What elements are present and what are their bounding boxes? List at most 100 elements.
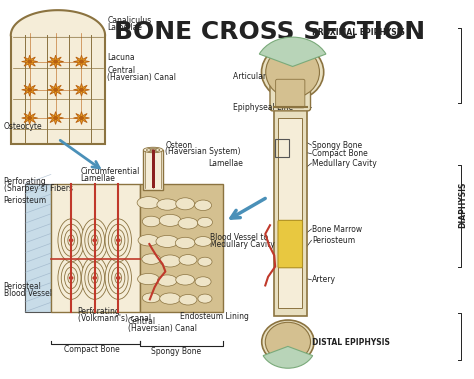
Text: (Haversian) Canal: (Haversian) Canal (128, 324, 197, 333)
Ellipse shape (152, 149, 155, 150)
Ellipse shape (105, 257, 131, 299)
Ellipse shape (176, 198, 195, 210)
Text: Lamellae: Lamellae (81, 174, 116, 183)
Ellipse shape (82, 219, 108, 262)
Ellipse shape (85, 224, 105, 256)
Polygon shape (22, 112, 37, 124)
FancyBboxPatch shape (274, 109, 307, 316)
Text: Artery: Artery (312, 275, 337, 284)
Circle shape (54, 117, 57, 119)
FancyBboxPatch shape (276, 79, 305, 108)
Text: Medullary Cavity: Medullary Cavity (210, 240, 274, 249)
Ellipse shape (91, 235, 98, 246)
Text: Lacuna: Lacuna (108, 53, 135, 62)
Ellipse shape (115, 235, 121, 246)
Wedge shape (259, 37, 326, 66)
Text: Endosteum Lining: Endosteum Lining (180, 312, 248, 321)
Ellipse shape (198, 257, 212, 266)
Text: Compact Bone: Compact Bone (64, 345, 120, 354)
Text: (Haversian) Canal: (Haversian) Canal (108, 73, 176, 82)
Circle shape (28, 60, 31, 63)
Circle shape (92, 238, 97, 242)
FancyBboxPatch shape (143, 150, 163, 190)
Polygon shape (73, 83, 90, 96)
Ellipse shape (179, 294, 197, 305)
Ellipse shape (179, 255, 197, 265)
FancyBboxPatch shape (270, 72, 310, 111)
Ellipse shape (143, 147, 163, 153)
Ellipse shape (112, 230, 125, 251)
Circle shape (116, 276, 120, 280)
Ellipse shape (197, 217, 212, 227)
Ellipse shape (195, 236, 211, 246)
Ellipse shape (115, 273, 121, 283)
FancyBboxPatch shape (51, 184, 140, 312)
Wedge shape (263, 346, 313, 368)
Circle shape (69, 238, 73, 242)
Text: Perforating: Perforating (78, 307, 120, 316)
Ellipse shape (68, 273, 74, 283)
Ellipse shape (157, 275, 177, 286)
Text: Periosteal: Periosteal (4, 282, 42, 291)
Ellipse shape (198, 294, 212, 303)
Text: Central: Central (108, 66, 136, 75)
Ellipse shape (175, 237, 195, 249)
Text: DISTAL EPIPHYSIS: DISTAL EPIPHYSIS (312, 338, 390, 348)
Text: Blood Vessel: Blood Vessel (4, 289, 52, 298)
Polygon shape (47, 112, 64, 124)
Ellipse shape (112, 267, 125, 289)
Ellipse shape (262, 320, 314, 364)
Text: Spongy Bone: Spongy Bone (312, 141, 363, 150)
Ellipse shape (91, 273, 98, 283)
Polygon shape (22, 83, 37, 96)
Ellipse shape (85, 262, 105, 294)
Polygon shape (47, 55, 64, 68)
Text: Circumferential: Circumferential (81, 167, 140, 176)
Text: Lamellae: Lamellae (208, 159, 243, 168)
Circle shape (69, 276, 73, 280)
FancyBboxPatch shape (25, 184, 51, 312)
Text: PROXIMAL EPIPHYSIS: PROXIMAL EPIPHYSIS (312, 28, 405, 37)
FancyBboxPatch shape (278, 118, 302, 308)
FancyBboxPatch shape (278, 220, 302, 268)
Text: Osteocyte: Osteocyte (4, 122, 42, 131)
Text: Compact Bone: Compact Bone (312, 149, 368, 158)
Ellipse shape (88, 230, 101, 251)
Text: DIAPHYSIS: DIAPHYSIS (459, 182, 468, 229)
Circle shape (116, 238, 120, 242)
Text: Periosteum: Periosteum (312, 236, 356, 245)
Circle shape (54, 60, 57, 63)
Circle shape (28, 117, 31, 119)
Text: Periosteum: Periosteum (4, 196, 47, 205)
Circle shape (92, 276, 97, 280)
Polygon shape (47, 83, 64, 96)
Ellipse shape (68, 235, 74, 246)
Text: Medullary Cavity: Medullary Cavity (312, 159, 377, 168)
Ellipse shape (109, 262, 128, 294)
Ellipse shape (61, 224, 81, 256)
Text: Articular Cartilage: Articular Cartilage (233, 72, 304, 81)
Circle shape (80, 60, 83, 63)
Ellipse shape (178, 218, 198, 229)
Ellipse shape (156, 235, 179, 247)
Text: (Haversian System): (Haversian System) (165, 147, 241, 157)
Circle shape (80, 117, 83, 119)
Ellipse shape (266, 47, 319, 98)
Ellipse shape (142, 293, 160, 303)
Ellipse shape (61, 262, 81, 294)
Ellipse shape (160, 293, 181, 304)
Text: Epiphyseal Line: Epiphyseal Line (233, 103, 293, 112)
Text: Canaliculus: Canaliculus (108, 16, 152, 25)
Text: Lamellae: Lamellae (108, 23, 142, 32)
Text: (Sharpey's) Fibers: (Sharpey's) Fibers (4, 184, 73, 193)
Ellipse shape (58, 257, 84, 299)
Text: Bone Marrow: Bone Marrow (312, 224, 363, 233)
Text: Perforating: Perforating (4, 177, 46, 186)
Ellipse shape (146, 148, 160, 152)
Ellipse shape (160, 255, 181, 267)
Ellipse shape (176, 274, 195, 285)
Ellipse shape (137, 197, 160, 209)
Ellipse shape (195, 200, 211, 211)
Circle shape (28, 88, 31, 91)
Text: Spongy Bone: Spongy Bone (151, 347, 201, 356)
